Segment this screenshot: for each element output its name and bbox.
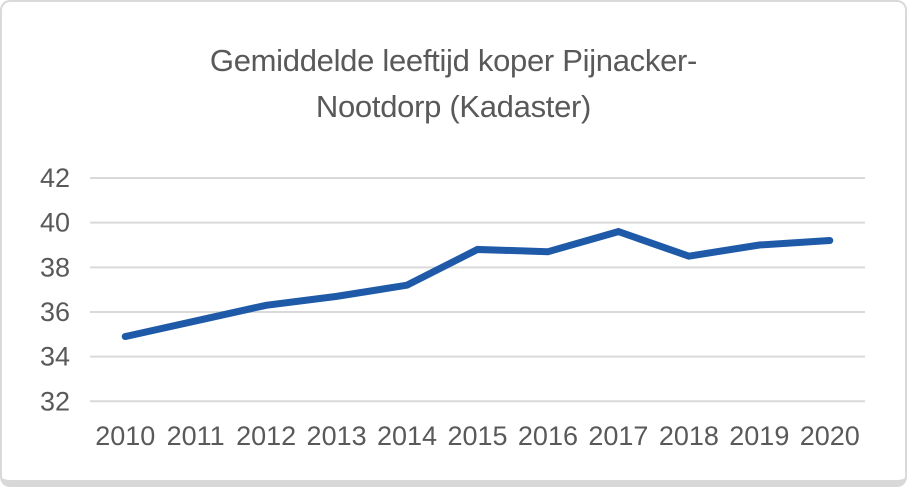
- chart-title-line-2: Nootdorp (Kadaster): [315, 89, 592, 124]
- x-tick-label: 2018: [659, 421, 719, 451]
- y-tick-label: 36: [40, 297, 70, 327]
- y-tick-label: 34: [40, 342, 70, 372]
- y-tick-label: 38: [40, 252, 70, 282]
- x-tick-label: 2010: [95, 421, 155, 451]
- data-line: [121, 227, 834, 341]
- x-tick-label: 2017: [588, 421, 648, 451]
- x-tick-label: 2014: [377, 421, 437, 451]
- x-tick-label: 2016: [518, 421, 578, 451]
- y-tick-label: 32: [40, 386, 70, 416]
- y-tick-label: 40: [40, 208, 70, 238]
- chart-title-line-1: Gemiddelde leeftijd koper Pijnacker-: [209, 43, 698, 78]
- x-tick-label: 2020: [800, 421, 860, 451]
- x-tick-label: 2011: [167, 421, 225, 451]
- x-tick-label: 2019: [729, 421, 789, 451]
- x-tick-label: 2012: [236, 421, 296, 451]
- chart-title: Gemiddelde leeftijd koper Pijnacker- Noo…: [2, 38, 905, 130]
- x-tick-label: 2013: [307, 421, 367, 451]
- x-tick-label: 2015: [447, 421, 507, 451]
- y-tick-label: 42: [40, 163, 70, 193]
